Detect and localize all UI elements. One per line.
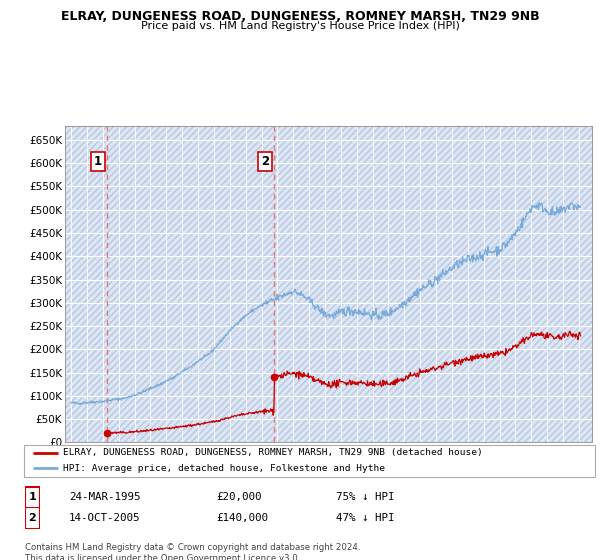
FancyBboxPatch shape: [25, 507, 40, 529]
Text: 2: 2: [262, 155, 269, 169]
Text: 24-MAR-1995: 24-MAR-1995: [69, 492, 140, 502]
Text: 75% ↓ HPI: 75% ↓ HPI: [336, 492, 395, 502]
Text: 2: 2: [29, 513, 36, 523]
Text: ELRAY, DUNGENESS ROAD, DUNGENESS, ROMNEY MARSH, TN29 9NB (detached house): ELRAY, DUNGENESS ROAD, DUNGENESS, ROMNEY…: [63, 448, 482, 458]
Text: £20,000: £20,000: [216, 492, 262, 502]
Text: Price paid vs. HM Land Registry's House Price Index (HPI): Price paid vs. HM Land Registry's House …: [140, 21, 460, 31]
Text: 14-OCT-2005: 14-OCT-2005: [69, 513, 140, 523]
Text: 1: 1: [94, 155, 102, 169]
FancyBboxPatch shape: [25, 487, 40, 508]
Text: Contains HM Land Registry data © Crown copyright and database right 2024.
This d: Contains HM Land Registry data © Crown c…: [25, 543, 361, 560]
Text: ELRAY, DUNGENESS ROAD, DUNGENESS, ROMNEY MARSH, TN29 9NB: ELRAY, DUNGENESS ROAD, DUNGENESS, ROMNEY…: [61, 10, 539, 23]
Text: HPI: Average price, detached house, Folkestone and Hythe: HPI: Average price, detached house, Folk…: [63, 464, 385, 473]
FancyBboxPatch shape: [24, 445, 595, 477]
Text: £140,000: £140,000: [216, 513, 268, 523]
Text: 1: 1: [29, 492, 36, 502]
Text: 47% ↓ HPI: 47% ↓ HPI: [336, 513, 395, 523]
